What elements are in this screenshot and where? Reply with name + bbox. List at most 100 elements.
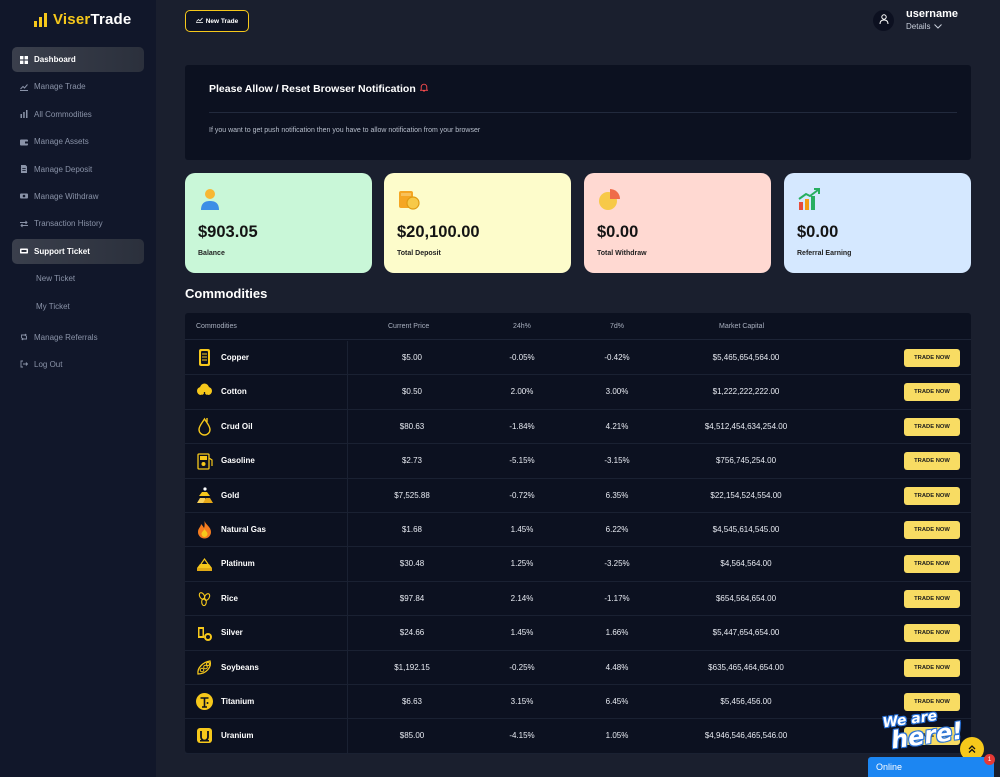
change-7d: 3.00% bbox=[605, 387, 629, 397]
column-divider bbox=[347, 547, 348, 581]
notification-text: If you want to get push notification the… bbox=[209, 127, 481, 134]
change-24h: 1.25% bbox=[510, 559, 534, 569]
pie-icon bbox=[598, 187, 620, 211]
commodities-table: Commodities Current Price 24h% 7d% Marke… bbox=[185, 313, 971, 754]
column-divider bbox=[347, 581, 348, 616]
brand-name: ViserTrade bbox=[53, 11, 132, 28]
trade-now-button[interactable]: TRADE NOW bbox=[904, 555, 960, 574]
change-7d: -3.25% bbox=[604, 559, 630, 569]
current-price: $0.50 bbox=[401, 387, 423, 397]
grid-icon bbox=[20, 55, 28, 64]
change-24h: 1.45% bbox=[510, 525, 534, 534]
new-trade-label: New Trade bbox=[205, 17, 239, 25]
total-deposit-card: $20,100.00 Total Deposit bbox=[384, 173, 571, 273]
referral-earning-label: Referral Earning bbox=[797, 250, 852, 257]
sidebar-item-label: New Ticket bbox=[36, 274, 76, 284]
column-divider bbox=[347, 616, 348, 650]
total-withdraw-value: $0.00 bbox=[597, 223, 639, 241]
brand-logo[interactable]: ViserTrade bbox=[34, 11, 131, 28]
sidebar-item-my-ticket[interactable]: My Ticket bbox=[12, 294, 144, 319]
sidebar-item-label: My Ticket bbox=[36, 301, 70, 311]
rice-icon bbox=[195, 589, 214, 608]
table-row: Rice $97.84 2.14% -1.17% $654,564,654.00 TRAD… bbox=[185, 581, 971, 617]
user-details-dropdown[interactable]: Details bbox=[906, 22, 958, 31]
change-24h: -0.25% bbox=[509, 662, 535, 672]
column-divider bbox=[347, 409, 348, 444]
change-7d: -0.42% bbox=[604, 353, 630, 362]
sidebar-item-all-commodities[interactable]: All Commodities bbox=[12, 102, 144, 127]
change-24h: -5.15% bbox=[509, 456, 535, 466]
trade-now-button[interactable]: TRADE NOW bbox=[904, 589, 960, 608]
user-icon bbox=[199, 187, 221, 211]
trade-now-button[interactable]: TRADE NOW bbox=[904, 349, 960, 367]
trade-now-button[interactable]: TRADE NOW bbox=[904, 383, 960, 402]
change-7d: 6.22% bbox=[605, 525, 629, 534]
trade-now-button[interactable]: TRADE NOW bbox=[904, 658, 960, 677]
sidebar-item-log-out[interactable]: Log Out bbox=[12, 352, 144, 377]
details-label: Details bbox=[906, 22, 931, 31]
retweet-icon bbox=[20, 333, 28, 341]
table-row: Titanium $6.63 3.15% 6.45% $5,456,456.00 TRAD… bbox=[185, 685, 971, 720]
sidebar: ViserTrade Dashboard Manage Trade All Co… bbox=[0, 0, 156, 777]
trade-now-button[interactable]: TRADE NOW bbox=[904, 727, 960, 746]
column-divider bbox=[347, 650, 348, 684]
market-capital: $1,222,222,222.00 bbox=[712, 387, 780, 397]
sidebar-item-manage-withdraw[interactable]: Manage Withdraw bbox=[12, 184, 144, 209]
sidebar-item-manage-trade[interactable]: Manage Trade bbox=[12, 74, 144, 99]
user-menu[interactable]: username Details bbox=[873, 9, 958, 31]
sidebar-item-dashboard[interactable]: Dashboard bbox=[12, 47, 144, 72]
sidebar-item-new-ticket[interactable]: New Ticket bbox=[12, 266, 144, 291]
change-7d: 1.66% bbox=[605, 628, 629, 638]
table-row: Platinum $30.48 1.25% -3.25% $4,564,564.00 TR… bbox=[185, 547, 971, 582]
sidebar-item-label: All Commodities bbox=[34, 109, 92, 119]
sidebar-item-label: Manage Deposit bbox=[34, 164, 93, 174]
change-7d: 1.05% bbox=[605, 731, 629, 741]
change-7d: -1.17% bbox=[604, 593, 630, 603]
gasoline-icon bbox=[195, 451, 214, 470]
commodity-name: Cotton bbox=[221, 387, 247, 397]
table-row: Uranium $85.00 -4.15% 1.05% $4,946,546,465,5… bbox=[185, 719, 971, 754]
sidebar-item-transaction-history[interactable]: Transaction History bbox=[12, 211, 144, 236]
total-withdraw-card: $0.00 Total Withdraw bbox=[584, 173, 771, 273]
current-price: $7,525.88 bbox=[394, 490, 430, 500]
trade-now-button[interactable]: TRADE NOW bbox=[904, 417, 960, 436]
market-capital: $22,154,524,554.00 bbox=[710, 490, 782, 500]
sidebar-item-manage-assets[interactable]: Manage Assets bbox=[12, 129, 144, 154]
market-capital: $5,465,654,564.00 bbox=[712, 353, 780, 362]
table-row: Silver $24.66 1.45% 1.66% $5,447,654,654.00 T… bbox=[185, 616, 971, 651]
column-header-current-price: Current Price bbox=[388, 323, 430, 330]
referral-earning-value: $0.00 bbox=[797, 223, 839, 241]
table-row: Gold $7,525.88 -0.72% 6.35% $22,154,524,554.… bbox=[185, 478, 971, 513]
bars-icon bbox=[20, 110, 28, 119]
chat-online-bar[interactable]: Online bbox=[868, 757, 994, 777]
commodity-name: Platinum bbox=[221, 559, 255, 569]
trade-now-button[interactable]: TRADE NOW bbox=[904, 624, 960, 643]
soybeans-icon bbox=[195, 658, 214, 677]
trade-now-button[interactable]: TRADE NOW bbox=[904, 521, 960, 539]
market-capital: $635,465,464,654.00 bbox=[708, 662, 784, 672]
market-capital: $4,545,614,545.00 bbox=[712, 525, 780, 534]
ticket-icon bbox=[20, 247, 28, 255]
trade-now-button[interactable]: TRADE NOW bbox=[904, 452, 960, 471]
change-7d: -3.15% bbox=[604, 456, 630, 466]
trade-now-button[interactable]: TRADE NOW bbox=[904, 693, 960, 711]
avatar[interactable] bbox=[873, 9, 894, 31]
new-trade-button[interactable]: New Trade bbox=[185, 10, 249, 32]
trade-now-button[interactable]: TRADE NOW bbox=[904, 486, 960, 505]
table-row: Cotton $0.50 2.00% 3.00% $1,222,222,222.00 TR… bbox=[185, 375, 971, 410]
user-info: username Details bbox=[906, 9, 958, 32]
column-divider bbox=[347, 375, 348, 409]
sidebar-item-support-ticket[interactable]: Support Ticket bbox=[12, 238, 144, 264]
oil-drop-icon bbox=[195, 417, 214, 436]
table-row: Natural Gas $1.68 1.45% 6.22% $4,545,614,545… bbox=[185, 513, 971, 548]
user-icon bbox=[879, 11, 889, 29]
sidebar-item-manage-deposit[interactable]: Manage Deposit bbox=[12, 157, 144, 182]
sidebar-item-label: Manage Referrals bbox=[34, 332, 98, 342]
column-divider bbox=[347, 685, 348, 719]
current-price: $1.68 bbox=[401, 525, 423, 534]
balance-card: $903.05 Balance bbox=[185, 173, 372, 273]
commodity-name: Titanium bbox=[221, 697, 255, 706]
change-24h: -4.15% bbox=[509, 731, 535, 741]
titanium-icon bbox=[195, 692, 214, 711]
sidebar-item-manage-referrals[interactable]: Manage Referrals bbox=[12, 325, 144, 350]
